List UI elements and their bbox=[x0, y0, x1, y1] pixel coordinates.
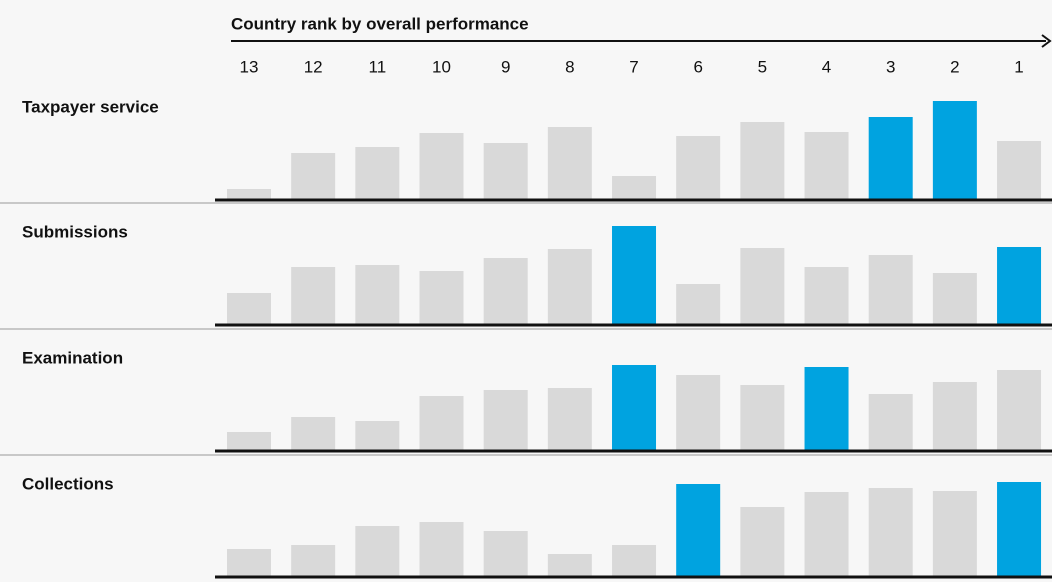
chart-title: Country rank by overall performance bbox=[231, 14, 529, 33]
bar bbox=[355, 421, 400, 450]
bar bbox=[419, 522, 464, 576]
panel-label: Collections bbox=[22, 474, 114, 493]
bar bbox=[483, 258, 528, 324]
bar bbox=[997, 247, 1042, 324]
bar bbox=[483, 390, 528, 450]
bar bbox=[355, 526, 400, 576]
panel-label: Examination bbox=[22, 348, 123, 367]
bar bbox=[740, 122, 785, 199]
x-tick-label: 9 bbox=[501, 57, 510, 76]
bar bbox=[997, 482, 1042, 576]
x-tick-label: 11 bbox=[369, 57, 387, 76]
x-tick-label: 3 bbox=[886, 57, 895, 76]
bar bbox=[868, 117, 913, 199]
x-tick-label: 10 bbox=[432, 57, 451, 76]
x-tick-label: 7 bbox=[629, 57, 638, 76]
bar bbox=[676, 284, 721, 324]
bar bbox=[740, 248, 785, 324]
bar bbox=[612, 226, 657, 324]
bar bbox=[291, 267, 336, 324]
bar bbox=[932, 382, 977, 450]
bar bbox=[932, 101, 977, 199]
bar bbox=[355, 147, 400, 199]
bar bbox=[483, 143, 528, 199]
bar bbox=[227, 189, 271, 199]
bar bbox=[997, 370, 1042, 450]
bar bbox=[227, 293, 271, 324]
x-tick-label: 13 bbox=[240, 57, 259, 76]
x-tick-label: 6 bbox=[693, 57, 702, 76]
panel-label: Taxpayer service bbox=[22, 97, 159, 116]
bar bbox=[740, 385, 785, 450]
bar bbox=[804, 367, 849, 450]
bar bbox=[291, 545, 336, 576]
bar bbox=[932, 273, 977, 324]
bar bbox=[804, 492, 849, 576]
bar bbox=[419, 133, 464, 199]
bar bbox=[547, 388, 592, 450]
bar bbox=[227, 432, 271, 450]
bar bbox=[804, 267, 849, 324]
bar bbox=[547, 127, 592, 199]
bar bbox=[547, 249, 592, 324]
bar bbox=[547, 554, 592, 576]
bar bbox=[612, 545, 657, 576]
bar bbox=[419, 271, 464, 324]
bar bbox=[676, 136, 721, 199]
bar bbox=[291, 417, 336, 450]
panel-label: Submissions bbox=[22, 222, 128, 241]
bar bbox=[355, 265, 400, 324]
bar bbox=[419, 396, 464, 450]
x-tick-label: 5 bbox=[758, 57, 767, 76]
bar bbox=[868, 255, 913, 324]
bar bbox=[291, 153, 336, 199]
bar bbox=[932, 491, 977, 576]
x-tick-label: 2 bbox=[950, 57, 959, 76]
bar bbox=[612, 365, 657, 450]
bar bbox=[868, 394, 913, 450]
bar bbox=[227, 549, 271, 576]
bar bbox=[676, 375, 721, 450]
rank-arrow-head bbox=[1041, 34, 1052, 48]
bar bbox=[483, 531, 528, 576]
bar bbox=[740, 507, 785, 576]
x-tick-label: 8 bbox=[565, 57, 574, 76]
bar bbox=[804, 132, 849, 199]
x-tick-label: 12 bbox=[304, 57, 323, 76]
x-tick-label: 1 bbox=[1014, 57, 1023, 76]
bar bbox=[676, 484, 721, 576]
bar bbox=[868, 488, 913, 576]
bar bbox=[612, 176, 657, 199]
bar bbox=[997, 141, 1042, 199]
x-tick-label: 4 bbox=[822, 57, 831, 76]
